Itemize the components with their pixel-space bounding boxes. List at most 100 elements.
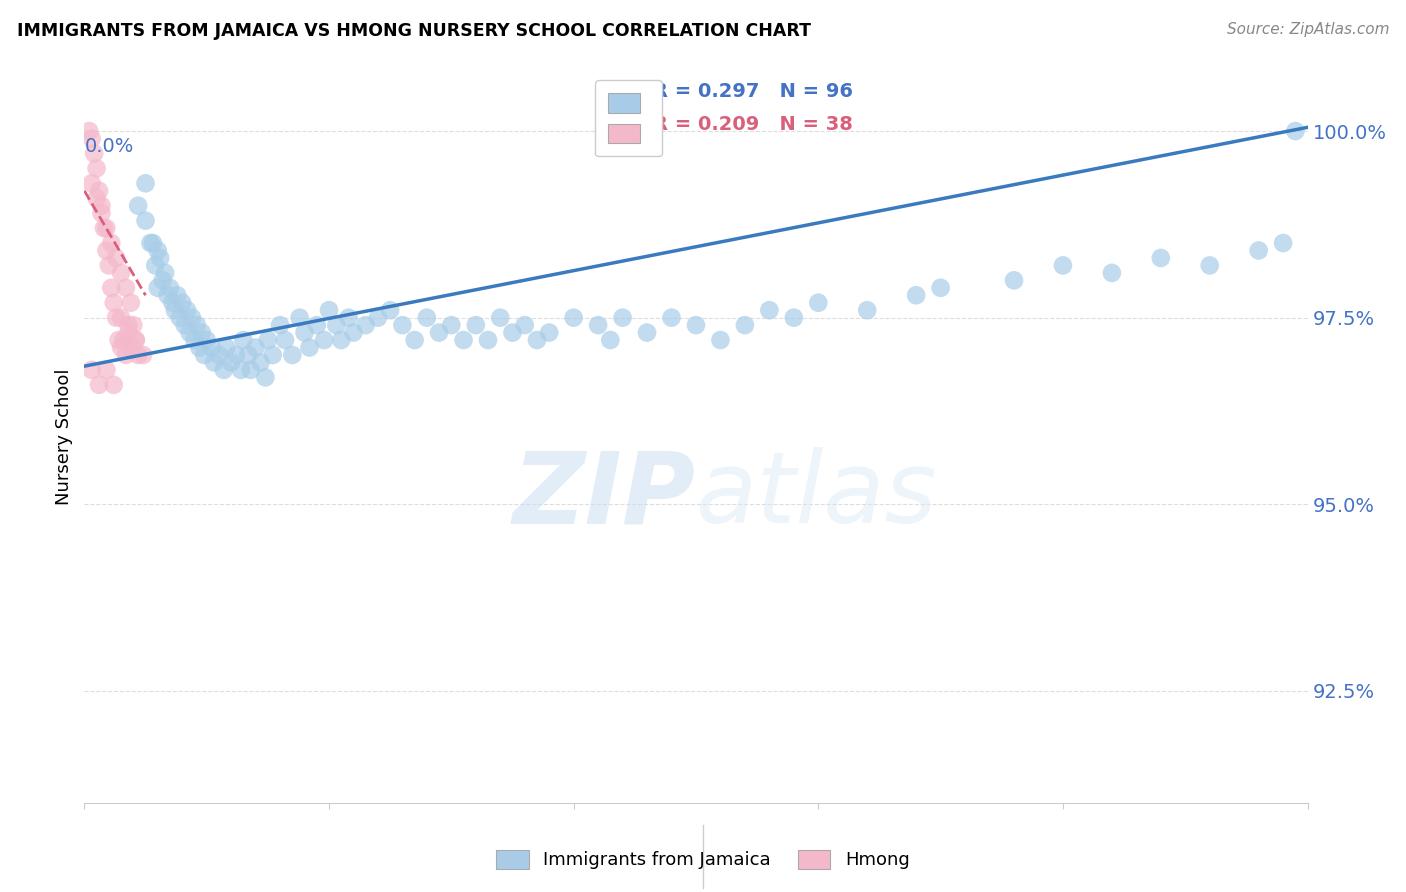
Point <box>183 333 205 347</box>
Point <box>1150 251 1173 265</box>
Point <box>709 333 731 347</box>
Point <box>586 318 609 332</box>
Text: atlas: atlas <box>696 447 938 544</box>
Point <box>96 244 118 258</box>
Point <box>80 363 103 377</box>
Point <box>294 326 316 340</box>
Point <box>1101 266 1123 280</box>
Point <box>367 310 389 325</box>
Point <box>195 333 218 347</box>
Point <box>685 318 707 332</box>
Point <box>337 310 360 325</box>
Point <box>125 333 148 347</box>
Point <box>325 318 347 332</box>
Point <box>477 333 499 347</box>
Point <box>93 221 115 235</box>
Point <box>208 348 231 362</box>
Point <box>105 310 128 325</box>
Point <box>202 355 225 369</box>
Point <box>193 348 215 362</box>
Point <box>86 191 108 205</box>
Point <box>146 281 169 295</box>
Point <box>97 259 120 273</box>
Point <box>254 370 277 384</box>
Point <box>305 318 328 332</box>
Point <box>156 288 179 302</box>
Point <box>1284 124 1306 138</box>
Point <box>181 310 204 325</box>
Point <box>298 341 321 355</box>
Point <box>103 295 125 310</box>
Text: ZIP: ZIP <box>513 447 696 544</box>
Point <box>416 310 439 325</box>
Point <box>212 363 235 377</box>
Point <box>783 310 806 325</box>
Point <box>80 131 103 145</box>
Point <box>464 318 486 332</box>
Point <box>274 333 297 347</box>
Point <box>191 326 214 340</box>
Point <box>1198 259 1220 273</box>
Point <box>734 318 756 332</box>
Point <box>132 348 155 362</box>
Point <box>257 333 280 347</box>
Y-axis label: Nursery School: Nursery School <box>55 368 73 506</box>
Point <box>159 281 181 295</box>
Point <box>538 326 561 340</box>
Point <box>172 295 194 310</box>
Point <box>139 235 162 250</box>
Legend: Immigrants from Jamaica, Hmong: Immigrants from Jamaica, Hmong <box>488 841 918 879</box>
Point <box>153 266 176 280</box>
Point <box>87 377 110 392</box>
Point <box>318 303 340 318</box>
Point <box>96 221 118 235</box>
Point <box>112 333 135 347</box>
Point <box>239 363 262 377</box>
Point <box>219 355 242 369</box>
Point <box>87 184 110 198</box>
Text: R = 0.297   N = 96: R = 0.297 N = 96 <box>654 82 853 102</box>
Point <box>758 303 780 318</box>
Point <box>83 146 105 161</box>
Point <box>169 310 191 325</box>
Point <box>489 310 512 325</box>
Point <box>90 206 112 220</box>
Point <box>117 318 139 332</box>
Point <box>110 341 132 355</box>
Point <box>115 348 138 362</box>
Point <box>86 161 108 176</box>
Point <box>146 244 169 258</box>
Point <box>107 333 129 347</box>
Point <box>612 310 634 325</box>
Point <box>453 333 475 347</box>
Point <box>122 318 145 332</box>
Point <box>173 318 195 332</box>
Point <box>103 377 125 392</box>
Point <box>661 310 683 325</box>
Point <box>526 333 548 347</box>
Point <box>96 363 118 377</box>
Point <box>188 341 211 355</box>
Point <box>80 177 103 191</box>
Point <box>186 318 208 332</box>
Point <box>127 199 149 213</box>
Point <box>404 333 426 347</box>
Text: IMMIGRANTS FROM JAMAICA VS HMONG NURSERY SCHOOL CORRELATION CHART: IMMIGRANTS FROM JAMAICA VS HMONG NURSERY… <box>17 22 811 40</box>
Point <box>1247 244 1270 258</box>
Point <box>391 318 413 332</box>
Point <box>179 326 201 340</box>
Point <box>249 355 271 369</box>
Point <box>269 318 291 332</box>
Point <box>135 177 157 191</box>
Point <box>105 251 128 265</box>
Point <box>152 273 174 287</box>
Point <box>856 303 879 318</box>
Point <box>232 333 254 347</box>
Point <box>77 124 100 138</box>
Point <box>245 341 267 355</box>
Point <box>342 326 364 340</box>
Legend: , : , <box>595 80 662 156</box>
Point <box>440 318 463 332</box>
Point <box>905 288 928 302</box>
Text: 0.0%: 0.0% <box>84 137 134 156</box>
